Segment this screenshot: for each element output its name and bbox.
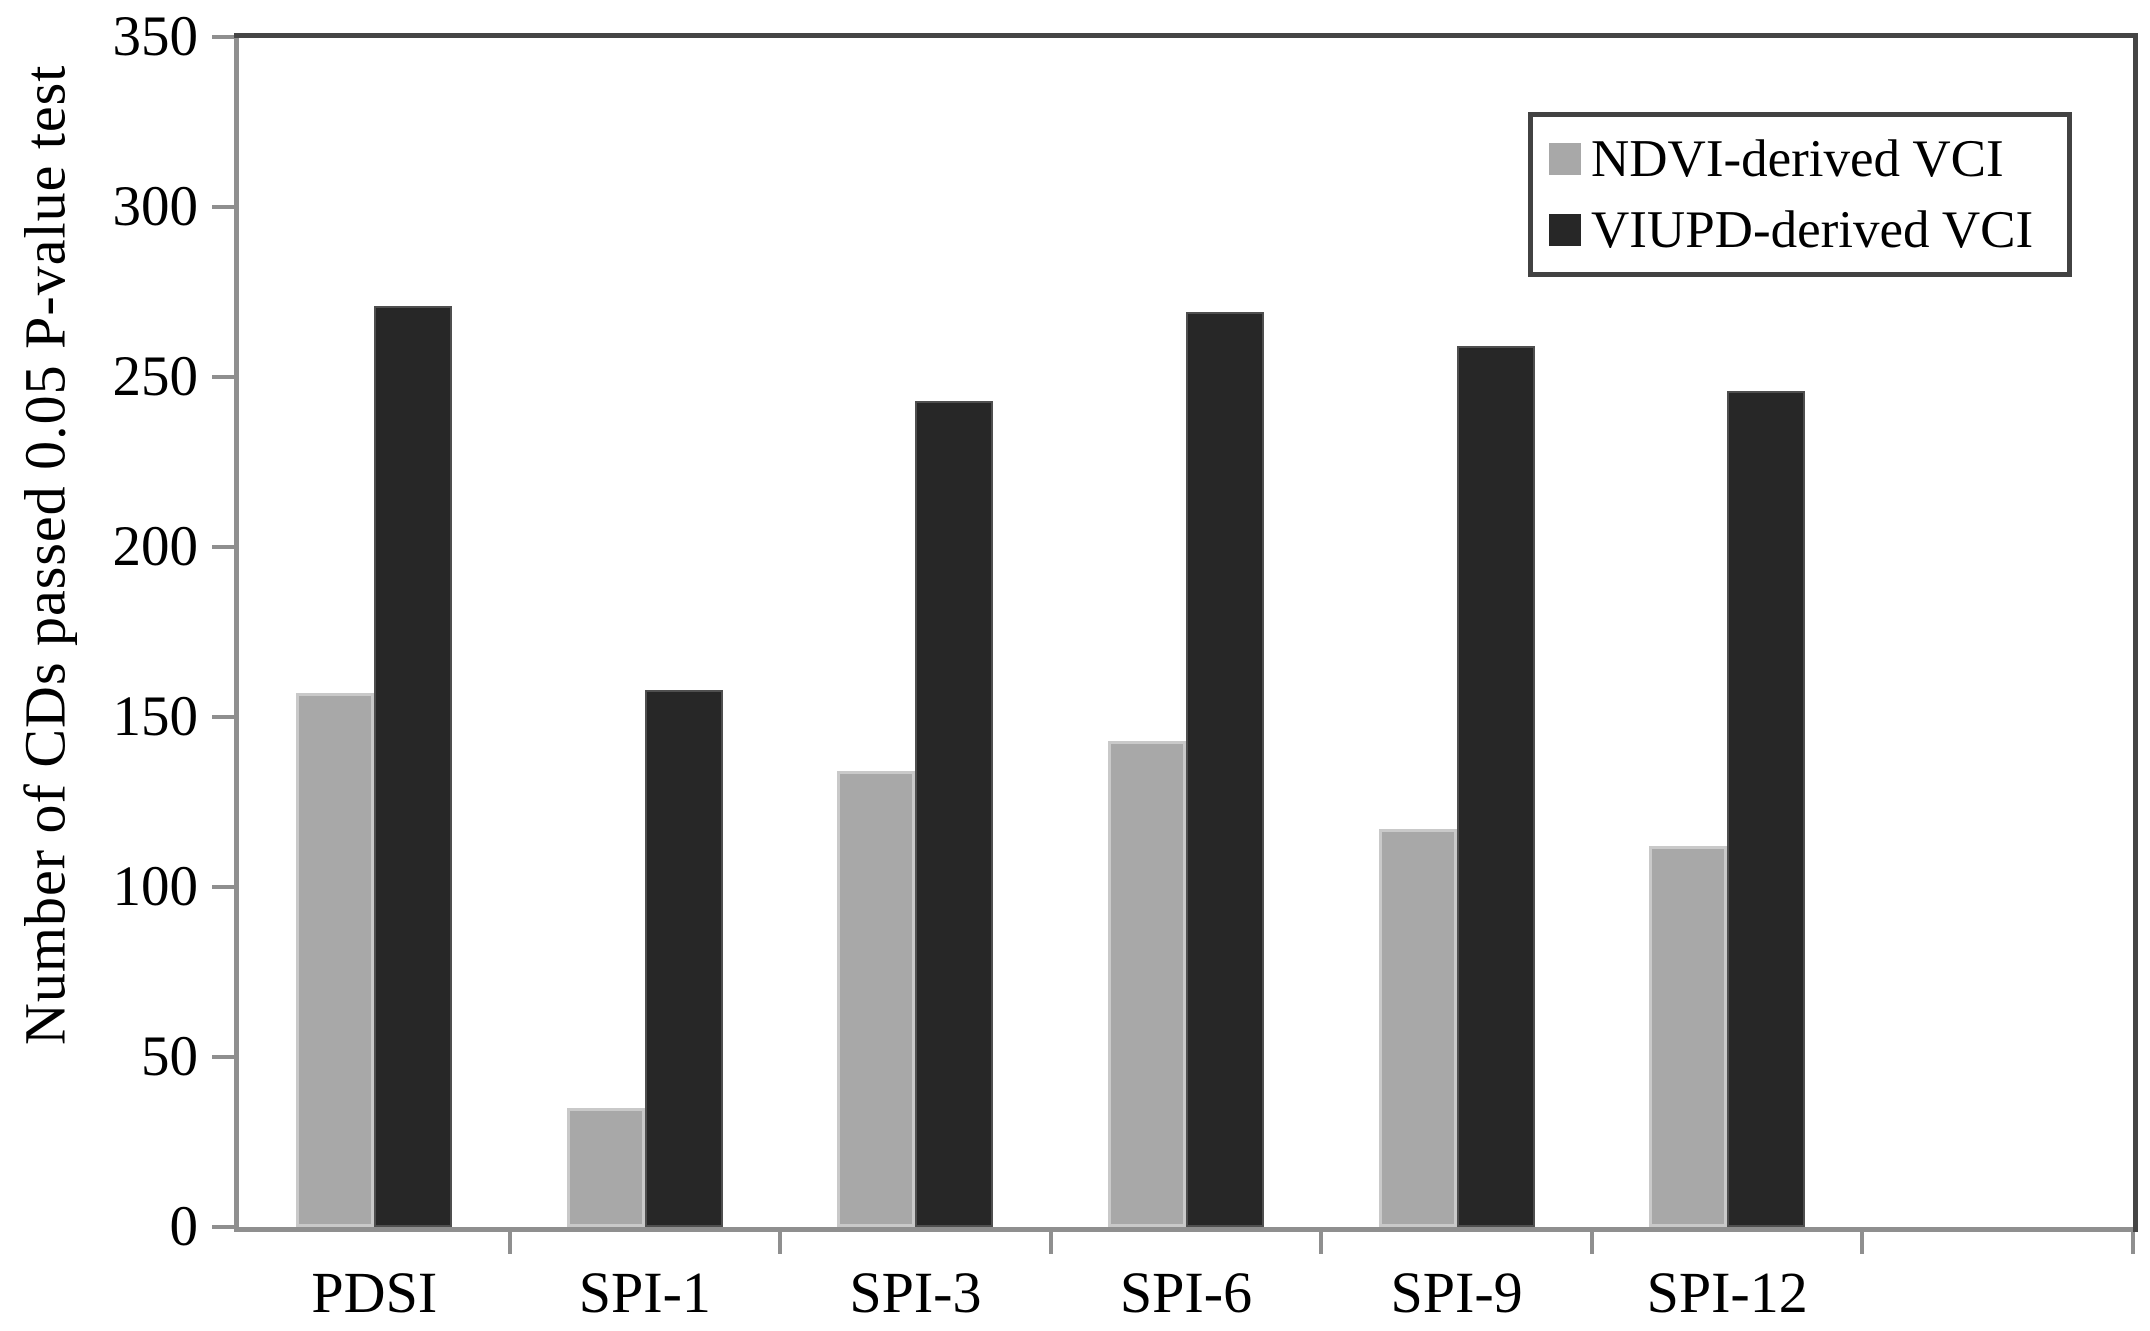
bar-ndvi-pdsi [296, 693, 375, 1227]
x-tick-1 [507, 1232, 512, 1254]
legend-item-ndvi-vci: NDVI-derived VCI [1549, 131, 2067, 187]
y-tick-50 [212, 1055, 234, 1059]
legend-label-ndvi-vci: NDVI-derived VCI [1591, 129, 2004, 188]
bar-viupd-spi-12 [1727, 390, 1806, 1227]
plot-right-border [2133, 33, 2138, 1232]
x-tick-label-pdsi: PDSI [311, 1260, 438, 1325]
y-tick-label-250: 250 [112, 345, 199, 408]
y-tick-300 [212, 205, 234, 209]
x-tick-7 [2131, 1232, 2135, 1254]
y-tick-label-150: 150 [112, 685, 199, 748]
bar-ndvi-spi-1 [566, 1108, 645, 1227]
x-tick-label-spi-6: SPI-6 [1119, 1260, 1253, 1325]
y-tick-200 [212, 545, 234, 549]
y-tick-label-100: 100 [112, 855, 199, 918]
x-tick-4 [1319, 1232, 1324, 1254]
y-tick-350 [212, 35, 234, 39]
bar-ndvi-spi-12 [1649, 846, 1728, 1227]
bar-viupd-spi-6 [1186, 312, 1264, 1227]
y-axis-line [234, 33, 239, 1232]
legend-swatch-ndvi-vci [1549, 142, 1581, 175]
bar-viupd-spi-1 [644, 689, 723, 1227]
x-tick-2 [778, 1232, 783, 1254]
x-tick-5 [1589, 1232, 1594, 1254]
bar-viupd-spi-9 [1456, 346, 1535, 1227]
y-tick-0 [212, 1225, 234, 1229]
plot-top-border [234, 33, 2138, 38]
bar-viupd-pdsi [374, 305, 453, 1227]
x-axis-line [234, 1227, 2138, 1232]
y-tick-label-50: 50 [141, 1025, 198, 1088]
y-tick-label-200: 200 [112, 515, 199, 578]
legend-swatch-viupd-vci [1549, 214, 1581, 247]
bar-ndvi-spi-9 [1378, 829, 1457, 1227]
bar-ndvi-spi-6 [1108, 740, 1186, 1227]
x-tick-3 [1048, 1232, 1053, 1254]
x-tick-label-spi-9: SPI-9 [1390, 1260, 1523, 1325]
bar-viupd-spi-3 [915, 400, 994, 1227]
x-tick-label-spi-3: SPI-3 [849, 1260, 982, 1325]
y-tick-label-300: 300 [112, 175, 199, 238]
legend: NDVI-derived VCI VIUPD-derived VCI [1528, 112, 2072, 277]
x-tick-label-spi-1: SPI-1 [578, 1260, 711, 1325]
bar-ndvi-spi-3 [837, 771, 916, 1227]
x-tick-6 [1860, 1232, 1865, 1254]
y-tick-250 [212, 375, 234, 379]
y-tick-150 [212, 715, 234, 719]
legend-item-viupd-vci: VIUPD-derived VCI [1549, 202, 2067, 258]
y-tick-label-0: 0 [169, 1195, 199, 1258]
x-tick-label-spi-12: SPI-12 [1646, 1260, 1808, 1325]
legend-label-viupd-vci: VIUPD-derived VCI [1591, 201, 2034, 260]
y-tick-label-350: 350 [112, 5, 199, 68]
y-tick-100 [212, 885, 234, 889]
